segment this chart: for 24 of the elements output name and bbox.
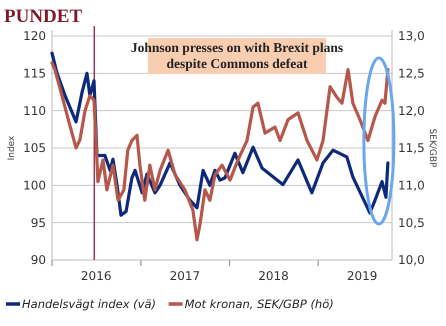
y-axis-title: Index	[7, 134, 17, 160]
x-tick-label: 2018	[258, 269, 289, 283]
y-tick-label: 95	[30, 216, 46, 230]
y2-tick-label: 13,0	[398, 29, 425, 44]
chart-title: PUNDET	[4, 6, 82, 27]
x-tick-label: 2019	[346, 269, 378, 283]
y2-tick-label: 12,5	[398, 66, 425, 81]
y2-tick-label: 12,0	[398, 104, 425, 118]
y-tick-label: 105	[23, 141, 46, 156]
y2-tick-label: 11,0	[398, 178, 425, 193]
x-tick-label: 2017	[170, 269, 200, 283]
legend-label: Handelsvägt index (vä)	[22, 297, 156, 311]
y2-axis-title: SEK/GBP	[427, 128, 437, 168]
y-tick-label: 120	[23, 29, 46, 44]
y2-tick-label: 11,5	[398, 141, 425, 156]
y2-tick-label: 10,5	[398, 216, 425, 230]
y2-tick-label: 10,0	[398, 253, 425, 268]
y-tick-label: 115	[23, 66, 46, 81]
y-tick-label: 90	[30, 253, 46, 268]
legend-label: Mot kronan, SEK/GBP (hö)	[184, 297, 334, 311]
annotation: Johnson presses on with Brexit plans despite Commons defeat	[130, 40, 344, 71]
x-tick-label: 2016	[80, 269, 112, 283]
y-tick-label: 100	[23, 178, 46, 193]
y-tick-label: 110	[23, 104, 46, 118]
